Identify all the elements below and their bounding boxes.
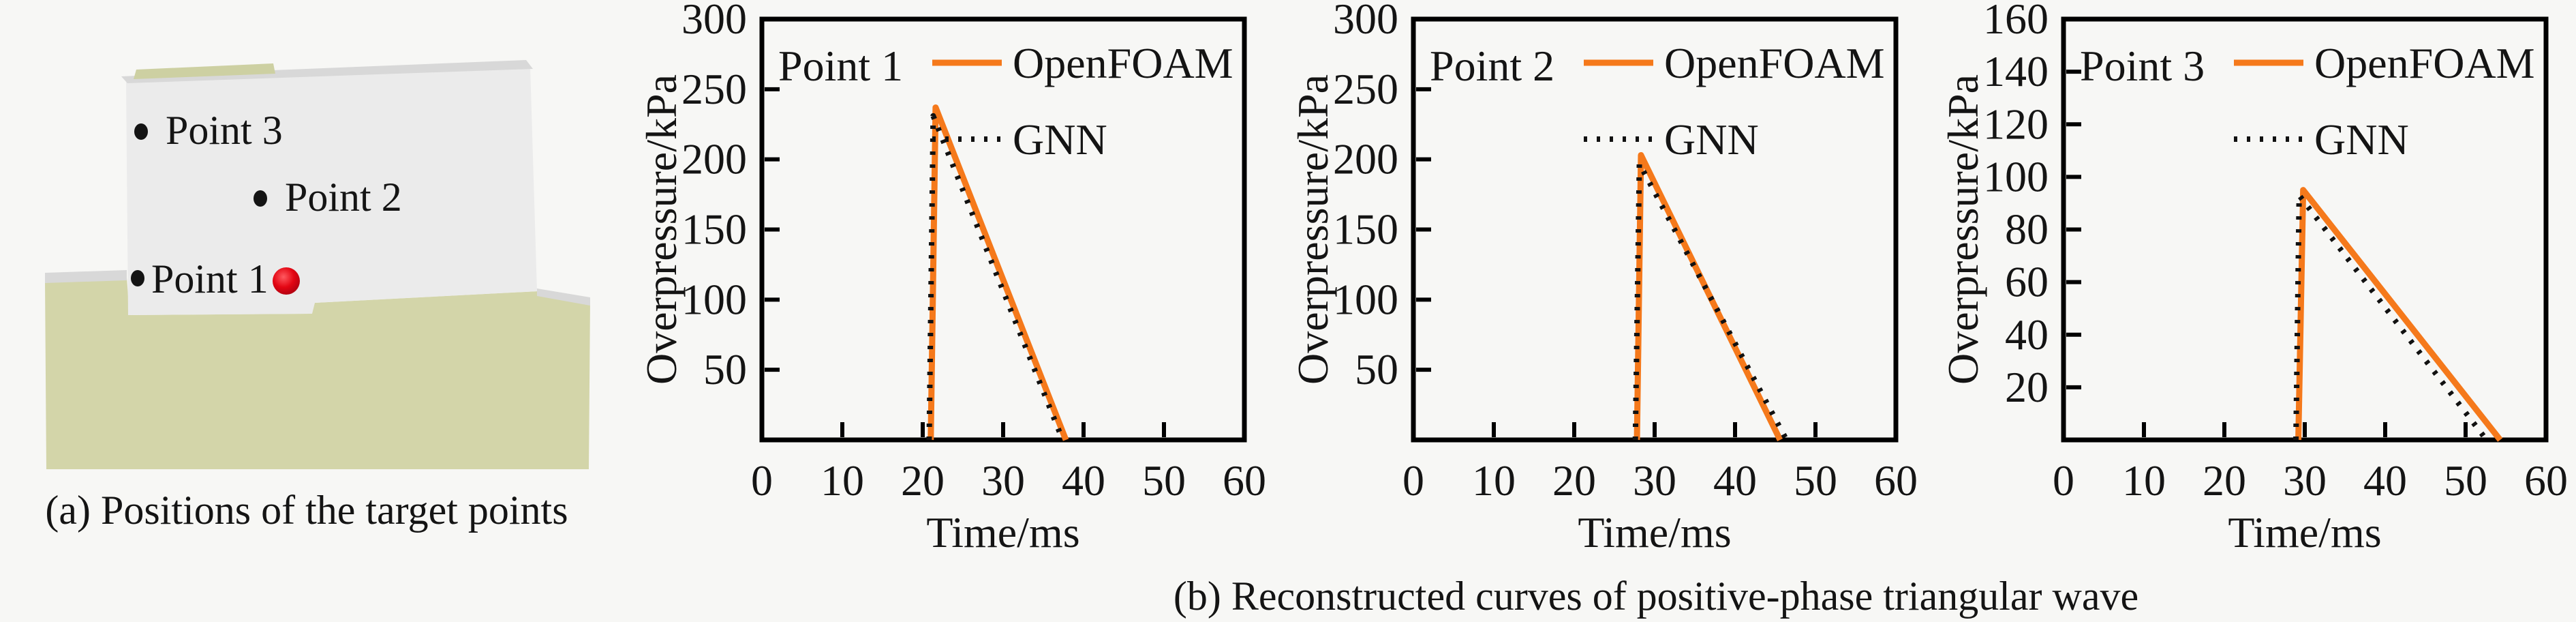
point1-marker: [131, 270, 144, 286]
x-tick-label: 40: [1713, 456, 1757, 505]
ground-top-edge-right: [537, 288, 590, 306]
y-tick-label: 150: [681, 205, 747, 254]
series-gnn-line: [926, 113, 1066, 441]
point3-marker: [134, 123, 148, 140]
x-tick-label: 40: [2363, 456, 2407, 505]
point3-label: Point 3: [166, 108, 283, 153]
series-openfoam-line: [927, 104, 1069, 441]
x-tick-label: 60: [1874, 456, 1918, 505]
series-openfoam-line: [2295, 187, 2503, 442]
x-axis-label: Time/ms: [2228, 508, 2381, 557]
x-tick-label: 0: [2053, 456, 2074, 505]
chart-canvas: 0 10 20 30 40 50 60 50 100 150 200 250 300 Time/ms Ove…: [637, 0, 1266, 557]
legend-openfoam-label: OpenFOAM: [1013, 39, 1233, 87]
y-tick-label: 20: [2005, 363, 2049, 411]
plot-area: [1411, 16, 1899, 443]
x-tick-label: 60: [1223, 456, 1266, 505]
legend-openfoam-label: OpenFOAM: [1664, 39, 1885, 87]
y-axis-label: Overpressure/kPa: [1942, 74, 1987, 385]
point2-marker: [254, 190, 267, 207]
y-tick-label: 100: [1983, 152, 2049, 201]
y-tick-label: 40: [2005, 310, 2049, 359]
chart-title: Point 1: [778, 42, 903, 90]
x-axis-label: Time/ms: [926, 508, 1079, 557]
ground-top-edge-left: [45, 270, 127, 283]
positions-3d-scene: [45, 60, 590, 469]
chart-canvas: 0 10 20 30 40 50 60 50 100 150 200 250 300 Time/ms Ove…: [1289, 0, 1918, 557]
x-tick-label: 50: [2444, 456, 2487, 505]
x-tick-label: 10: [1472, 456, 1516, 505]
panel-a: Point 3 Point 2 Point 1 (a) Positions of…: [0, 0, 641, 622]
point2-label: Point 2: [285, 175, 402, 220]
y-tick-label: 200: [1333, 135, 1398, 183]
chart-title: Point 3: [2080, 42, 2205, 90]
x-tick-label: 50: [1142, 456, 1186, 505]
x-tick-label: 40: [1062, 456, 1105, 505]
box-top-olive-patch: [134, 63, 275, 79]
y-tick-label: 250: [681, 65, 747, 113]
y-tick-label: 160: [1983, 0, 2049, 43]
y-tick-label: 250: [1333, 65, 1398, 113]
chart-point-3: 0 10 20 30 40 50 60 20 40 60 80 100 120 140 160 Time/ms…: [1939, 0, 2576, 566]
point1-red-sphere: [273, 267, 300, 295]
x-tick-label: 30: [2283, 456, 2327, 505]
chart-point-1: 0 10 20 30 40 50 60 50 100 150 200 250 300 Time/ms Ove…: [637, 0, 1274, 566]
x-tick-label: 30: [981, 456, 1025, 505]
point1-label: Point 1: [151, 256, 269, 301]
x-tick-label: 10: [821, 456, 864, 505]
x-tick-label: 20: [2203, 456, 2246, 505]
legend-openfoam-label: OpenFOAM: [2314, 39, 2535, 87]
y-tick-label: 140: [1983, 47, 2049, 95]
series-openfoam-line: [1634, 151, 1783, 441]
y-tick-label: 300: [681, 0, 747, 43]
x-axis-label: Time/ms: [1578, 508, 1731, 557]
series-gnn-line: [2293, 192, 2489, 442]
x-tick-label: 0: [751, 456, 773, 505]
x-tick-label: 20: [1552, 456, 1596, 505]
legend-gnn-label: GNN: [1664, 115, 1759, 164]
x-tick-label: 50: [1794, 456, 1837, 505]
chart-title: Point 2: [1430, 42, 1554, 90]
y-tick-label: 50: [703, 345, 747, 394]
x-tick-label: 10: [2122, 456, 2166, 505]
y-tick-label: 300: [1333, 0, 1398, 43]
chart-point-2: 0 10 20 30 40 50 60 50 100 150 200 250 300 Time/ms Ove…: [1289, 0, 1926, 566]
x-tick-label: 30: [1633, 456, 1676, 505]
y-axis-label: Overpressure/kPa: [1292, 74, 1337, 385]
x-tick-label: 0: [1402, 456, 1424, 505]
caption-a: (a) Positions of the target points: [45, 488, 568, 533]
y-tick-label: 80: [2005, 205, 2049, 254]
caption-b: (b) Reconstructed curves of positive-pha…: [1173, 574, 2139, 619]
chart-canvas: 0 10 20 30 40 50 6020406080100120140160Time/ms…: [1939, 0, 2568, 557]
y-tick-label: 60: [2005, 258, 2049, 306]
box-front-face: [126, 67, 537, 315]
y-tick-label: 100: [681, 275, 747, 323]
x-tick-label: 60: [2524, 456, 2568, 505]
plot-area: [2061, 16, 2549, 443]
y-tick-label: 50: [1355, 345, 1398, 394]
y-tick-label: 120: [1983, 100, 2049, 148]
legend-gnn-label: GNN: [2314, 115, 2409, 164]
panel-b: 0 10 20 30 40 50 60 50 100 150 200 250 300 Time/ms Ove…: [637, 0, 2576, 622]
plot-area: [759, 16, 1247, 443]
y-tick-label: 200: [681, 135, 747, 183]
y-tick-label: 100: [1333, 275, 1398, 323]
x-tick-label: 20: [901, 456, 945, 505]
box-top-face: [121, 60, 533, 83]
series-gnn-line: [1632, 160, 1790, 441]
legend-gnn-label: GNN: [1013, 115, 1107, 164]
y-axis-label: Overpressure/kPa: [641, 74, 686, 385]
ground-slab: [45, 278, 590, 469]
y-tick-label: 150: [1333, 205, 1398, 254]
